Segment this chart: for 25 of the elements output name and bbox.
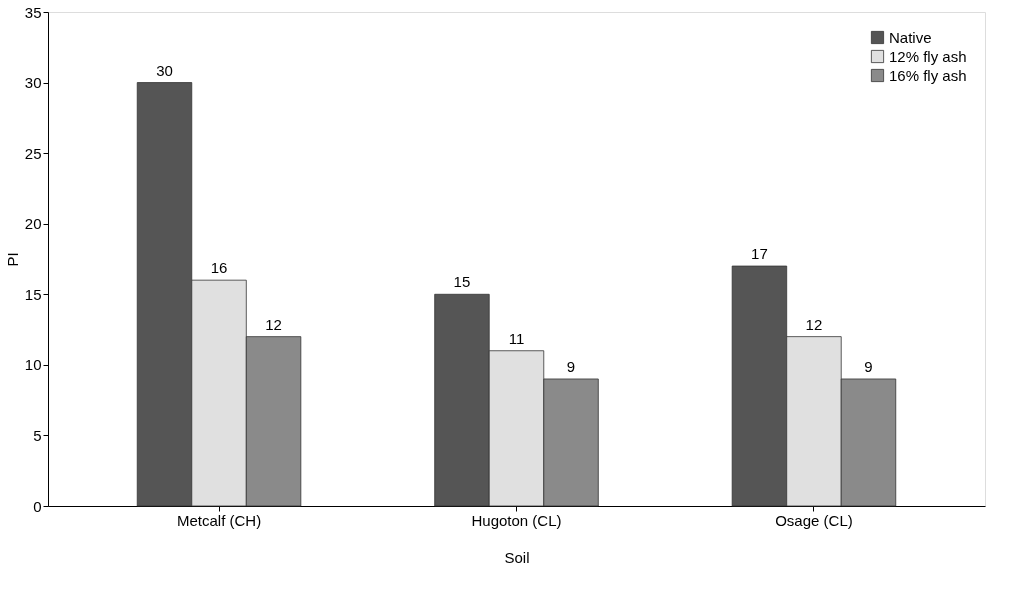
data-label: 12 (805, 315, 823, 333)
x-tick-label: Metcalf (CH) (176, 511, 262, 529)
legend-label: 16% fly ash (889, 66, 967, 84)
data-label: 11 (508, 329, 525, 347)
y-tick-label: 0 (33, 497, 42, 515)
y-tick-label: 30 (24, 74, 42, 92)
data-label: 30 (156, 61, 173, 79)
data-label: 16 (210, 259, 228, 277)
x-tick-label: Osage (CL) (775, 511, 853, 529)
legend-label: 12% fly ash (889, 47, 967, 65)
y-tick-label: 20 (24, 215, 42, 233)
data-label: 9 (566, 357, 576, 375)
data-label: 17 (751, 245, 768, 263)
y-tick-label: 15 (24, 285, 42, 303)
y-tick-label: 35 (24, 3, 42, 21)
data-label: 12 (265, 315, 282, 333)
legend-label: Native (889, 28, 932, 46)
x-axis-title: Soil (504, 548, 530, 566)
y-tick-label: 25 (24, 144, 42, 162)
y-tick-label: 5 (33, 426, 42, 444)
data-label: 15 (453, 273, 471, 291)
data-label: 9 (864, 357, 873, 375)
y-axis-title: PI (3, 252, 21, 267)
x-tick-label: Hugoton (CL) (471, 511, 562, 529)
y-tick-label: 10 (24, 356, 42, 374)
